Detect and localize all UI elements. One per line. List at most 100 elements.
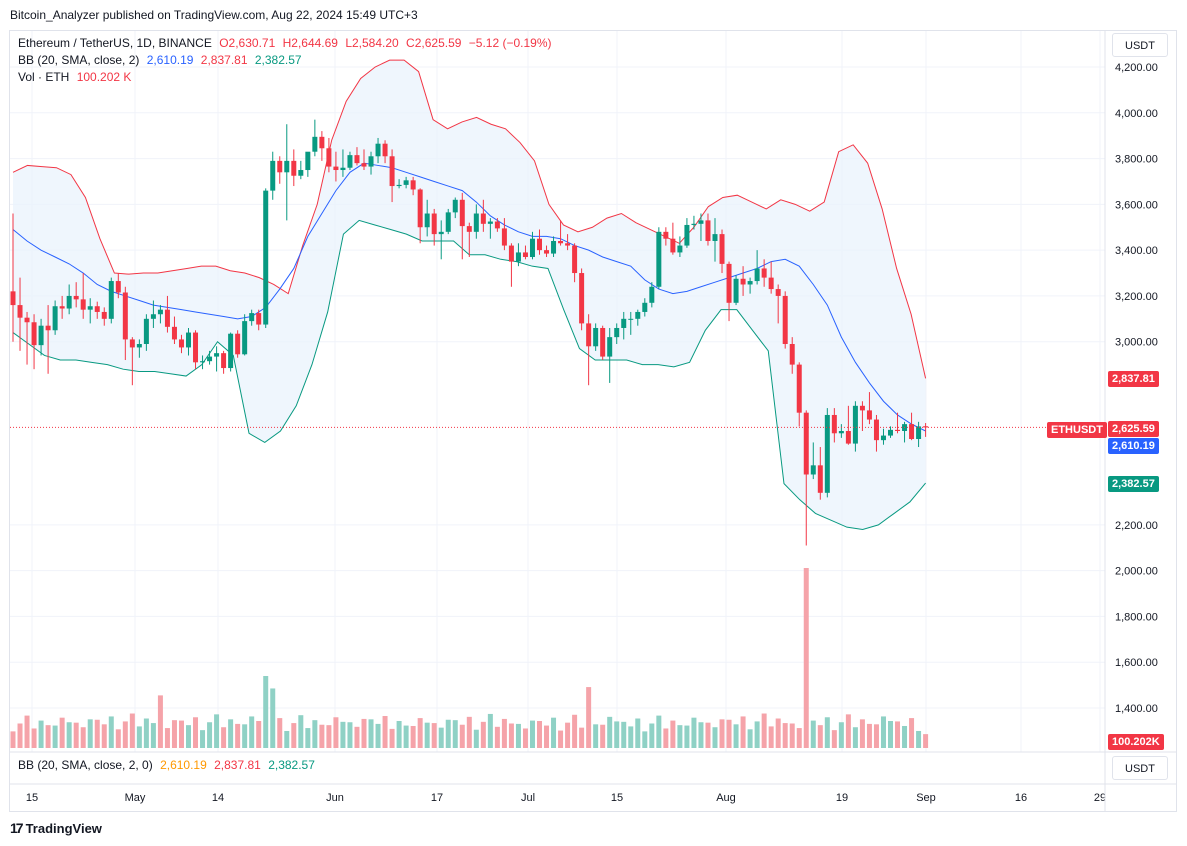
candle-body	[810, 465, 816, 475]
volume-bar	[101, 724, 107, 748]
volume-bar	[389, 728, 395, 748]
volume-bar	[38, 720, 44, 748]
close-value: 2,625.59	[414, 36, 462, 50]
candle-body	[87, 306, 93, 310]
volume-bar	[796, 728, 802, 748]
y-tick-label: 1,800.00	[1115, 611, 1158, 623]
candle-body	[136, 344, 142, 348]
candle-body	[916, 426, 922, 440]
candle-body	[298, 170, 304, 176]
volume-bar	[108, 716, 114, 748]
candle-body	[235, 333, 241, 355]
x-tick-label: Jul	[521, 792, 535, 804]
candle-body	[607, 337, 613, 357]
candles	[10, 119, 929, 546]
candle-body	[59, 306, 65, 309]
volume-bar	[838, 722, 844, 748]
volume-bar	[522, 728, 528, 748]
candle-body	[558, 240, 564, 244]
candle-body	[305, 151, 311, 171]
candle-body	[670, 238, 676, 253]
candle-body	[705, 220, 711, 241]
candle-body	[178, 339, 184, 348]
candle-body	[775, 289, 781, 296]
volume-bar	[459, 724, 465, 748]
currency-button[interactable]: USDT	[1112, 33, 1168, 57]
candle-body	[115, 281, 121, 293]
volume-bar	[487, 713, 493, 748]
volume-bar	[607, 716, 613, 748]
candle-body	[782, 295, 788, 345]
candle-body	[459, 199, 465, 227]
volume-bar	[115, 729, 121, 748]
volume-bar	[698, 722, 704, 748]
volume-bar	[228, 719, 234, 748]
y-tick-label: 3,800.00	[1115, 154, 1158, 166]
candle-body	[80, 299, 86, 310]
volume-bar	[45, 725, 51, 748]
lower-currency-button[interactable]: USDT	[1112, 756, 1168, 780]
candle-body	[291, 160, 297, 176]
y-tick-label: 3,000.00	[1115, 337, 1158, 349]
x-tick-label: 14	[212, 792, 224, 804]
candle-body	[642, 302, 648, 312]
candle-body	[38, 325, 44, 346]
volume-bar	[150, 723, 156, 748]
volume-bar	[305, 728, 311, 748]
volume-bar	[501, 718, 507, 748]
volume-bar	[354, 726, 360, 748]
candle-body	[466, 226, 472, 232]
candle-body	[207, 356, 213, 362]
open-value: 2,630.71	[228, 36, 276, 50]
candle-body	[256, 313, 262, 325]
volume-bar	[284, 730, 290, 748]
y-tick-label: 4,200.00	[1115, 62, 1158, 74]
candle-body	[410, 180, 416, 190]
candle-body	[157, 309, 163, 315]
volume-bar	[923, 734, 929, 748]
candle-body	[529, 238, 535, 258]
volume-bar	[221, 727, 227, 748]
volume-bar	[537, 721, 542, 748]
candle-body	[803, 412, 809, 475]
candle-body	[249, 313, 255, 322]
candle-body	[164, 309, 170, 327]
volume-bar	[817, 725, 823, 748]
volume-bar	[340, 721, 346, 748]
candle-body	[880, 435, 886, 441]
volume-bar	[66, 722, 72, 748]
candle-body	[551, 240, 557, 254]
symbol-name: Ethereum / TetherUS, 1D, BINANCE	[18, 36, 212, 50]
candle-body	[94, 306, 100, 312]
volume-bar	[375, 723, 381, 748]
volume-bar	[186, 725, 191, 748]
candle-body	[852, 405, 858, 444]
candle-body	[923, 426, 929, 428]
volume-bar	[888, 721, 893, 748]
volume-bar	[122, 721, 128, 748]
volume-bar	[775, 718, 781, 748]
volume-bar	[129, 713, 135, 748]
candle-body	[888, 429, 893, 436]
candle-body	[838, 430, 844, 434]
volume-bar	[361, 718, 367, 748]
tradingview-logo[interactable]: 17 TradingView	[10, 820, 102, 836]
candle-body	[761, 268, 767, 278]
volume-bar	[677, 725, 683, 748]
candle-body	[480, 213, 486, 224]
volume-bar	[909, 718, 915, 748]
x-tick-label: 16	[1015, 792, 1027, 804]
volume-bar	[424, 722, 430, 748]
volume-bar	[873, 724, 879, 748]
volume-bar	[733, 724, 739, 748]
candle-body	[600, 327, 606, 357]
x-tick-label: 19	[836, 792, 848, 804]
candle-body	[445, 212, 451, 232]
x-axis-ticks: 15 May 14 Jun 17 Jul 15 Aug 19 Sep 16 29	[26, 792, 1106, 804]
volume-bar	[368, 719, 374, 748]
basis-line	[12, 162, 926, 432]
volume-bar	[635, 718, 641, 748]
upper-band-line	[12, 59, 927, 379]
candle-body	[572, 245, 578, 274]
